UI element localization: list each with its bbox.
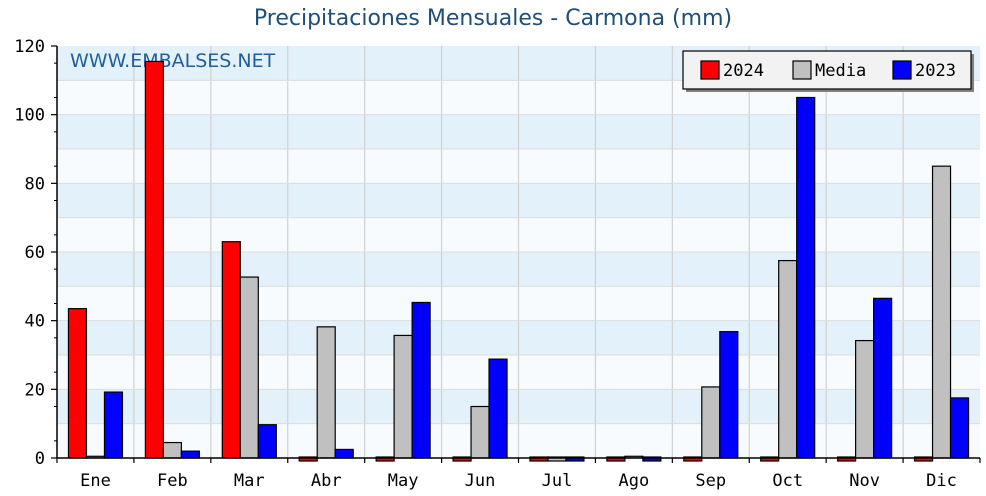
bar-Media-Feb — [162, 441, 182, 459]
bar-Media-Sep — [701, 386, 721, 459]
bar-2024-Sep — [683, 456, 703, 462]
bar-2023-Abr — [334, 448, 354, 459]
x-tick-label: Sep — [695, 471, 726, 491]
bar-2023-Ago — [642, 456, 662, 462]
legend-label-Media: Media — [815, 61, 866, 81]
y-tick-label: 80 — [25, 174, 45, 194]
y-tick-label: 20 — [25, 380, 45, 400]
bar-2023-Jul — [565, 456, 585, 462]
x-tick-label: Ago — [619, 471, 650, 491]
bar-2024-May — [375, 456, 395, 462]
grid — [57, 46, 980, 458]
x-tick-label: May — [388, 471, 419, 491]
bar-Media-Abr — [316, 326, 336, 459]
y-tick-label: 100 — [14, 106, 45, 126]
x-tick-label: Mar — [234, 471, 265, 491]
bar-2024-Nov — [837, 456, 857, 462]
bar-2023-Dic — [949, 397, 970, 459]
bar-2024-Dic — [913, 456, 934, 462]
x-tick-label: Ene — [80, 471, 111, 491]
bar-2024-Oct — [760, 456, 780, 462]
bar-Media-Mar — [239, 276, 259, 459]
bar-2023-Nov — [873, 297, 893, 459]
x-tick-label: Dic — [926, 471, 957, 491]
x-tick-label: Abr — [311, 471, 342, 491]
bar-2024-Ago — [606, 456, 626, 462]
chart-title: Precipitaciones Mensuales - Carmona (mm) — [254, 6, 732, 31]
x-tick-label: Nov — [849, 471, 880, 491]
bar-2024-Abr — [298, 456, 318, 462]
y-ticks: 0 20 40 60 80 100 120 — [14, 37, 57, 469]
bar-2024-Ene — [67, 308, 88, 459]
bars — [67, 60, 970, 462]
x-tick-label: Feb — [157, 471, 188, 491]
y-tick-label: 0 — [35, 449, 45, 469]
legend-box — [682, 50, 972, 90]
y-tick-label: 40 — [25, 312, 45, 332]
bar-2023-Jun — [488, 358, 508, 459]
bar-Media-May — [393, 334, 413, 459]
x-tick-label: Jun — [465, 471, 496, 491]
legend-swatch-2024 — [700, 60, 720, 80]
bar-2024-Jun — [452, 456, 472, 462]
bar-2024-Feb — [144, 60, 164, 459]
bar-2023-May — [411, 301, 431, 459]
bar-2023-Mar — [257, 424, 277, 459]
legend-label-2024: 2024 — [723, 61, 764, 81]
bar-2024-Mar — [221, 241, 241, 459]
bar-2023-Oct — [796, 96, 816, 459]
bar-Media-Nov — [855, 339, 875, 459]
bar-2023-Sep — [719, 331, 739, 459]
legend-label-2023: 2023 — [915, 61, 956, 81]
legend-swatch-2023 — [892, 60, 912, 80]
bar-Media-Oct — [778, 259, 798, 459]
y-tick-label: 120 — [14, 37, 45, 57]
bar-Media-Dic — [931, 165, 952, 459]
bar-Media-Jun — [470, 405, 490, 459]
y-tick-label: 60 — [25, 243, 45, 263]
bar-2023-Ene — [103, 391, 124, 459]
legend-swatch-Media — [792, 60, 812, 80]
bar-2023-Feb — [180, 450, 200, 459]
legend: 2024 Media 2023 — [682, 50, 974, 92]
x-tick-label: Jul — [542, 471, 573, 491]
x-tick-label: Oct — [772, 471, 803, 491]
x-ticks: Ene Feb Mar Abr May Jun Jul Ago Sep Oct Nov Dic — [56, 458, 981, 491]
watermark: WWW.EMBALSES.NET — [70, 50, 276, 72]
